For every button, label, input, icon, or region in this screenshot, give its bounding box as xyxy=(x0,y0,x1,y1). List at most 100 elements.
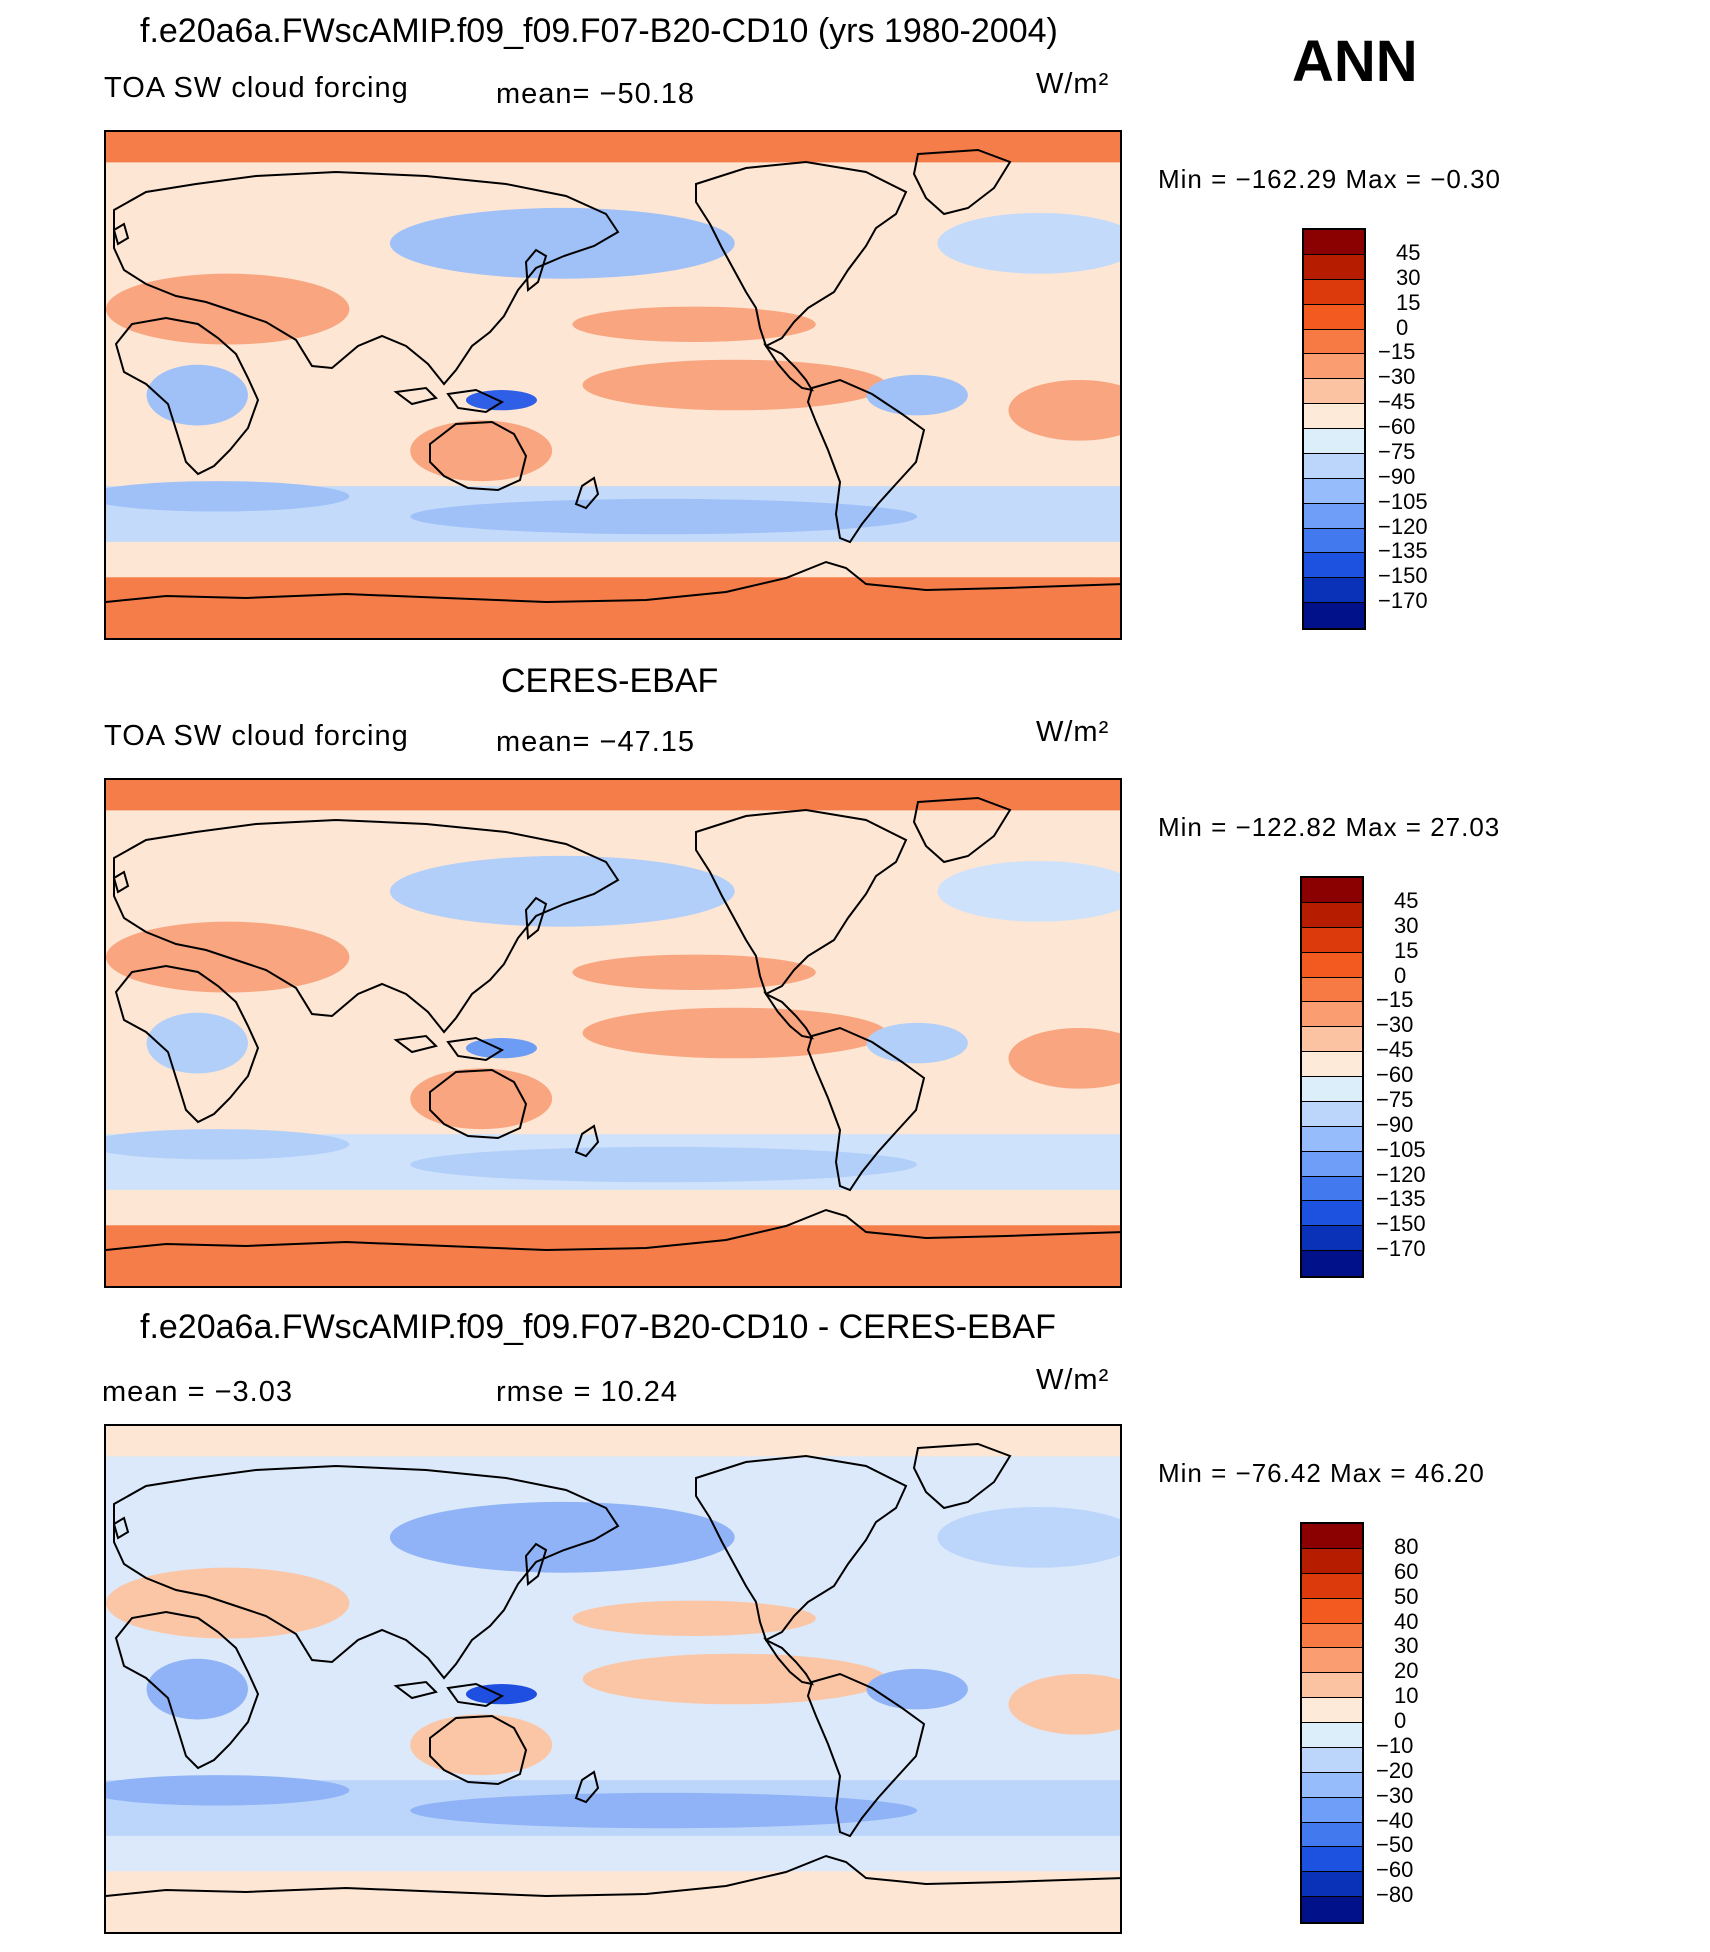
colorbar-tick-label: −10 xyxy=(1376,1732,1414,1758)
colorbar-tick-label: −80 xyxy=(1376,1882,1414,1908)
central-africa-convection xyxy=(146,364,248,426)
colorbar-swatch xyxy=(1302,1027,1362,1053)
colorbar-swatch xyxy=(1302,1002,1362,1028)
colorbar-swatch xyxy=(1302,927,1362,953)
colorbar-swatch xyxy=(1302,1598,1362,1624)
maritime-continent-convection xyxy=(465,1038,537,1059)
australia-region xyxy=(410,420,553,482)
coastline xyxy=(806,378,926,544)
panel-3-title: f.e20a6a.FWscAMIP.f09_f09.F07-B20-CD10 -… xyxy=(140,1308,1056,1346)
colorbar-swatch xyxy=(1302,1524,1362,1549)
panel-1-variable: TOA SW cloud forcing xyxy=(104,72,409,104)
colorbar-tick-label: −135 xyxy=(1378,538,1428,564)
panel-2-units: W/m² xyxy=(1036,716,1110,748)
panel-3-colorbar xyxy=(1300,1522,1364,1924)
colorbar-tick-label: −120 xyxy=(1378,513,1428,539)
colorbar-tick-label: −50 xyxy=(1376,1832,1414,1858)
panel-2-variable: TOA SW cloud forcing xyxy=(104,720,409,752)
southeast-pacific-stratocumulus xyxy=(582,1653,887,1705)
colorbar-tick-label: 60 xyxy=(1394,1558,1419,1584)
colorbar-swatch xyxy=(1304,503,1364,529)
maritime-continent-convection xyxy=(465,390,537,411)
colorbar-swatch xyxy=(1302,1747,1362,1773)
panel-2-map xyxy=(104,778,1122,1288)
coastline xyxy=(574,476,600,510)
arctic-band xyxy=(106,780,1120,811)
central-africa-convection xyxy=(146,1012,248,1074)
colorbar-tick-label: 30 xyxy=(1394,1633,1419,1659)
colorbar-tick-label: 40 xyxy=(1394,1608,1419,1634)
north-pacific-cloud-band xyxy=(389,207,735,279)
southeast-pacific-stratocumulus xyxy=(582,359,887,411)
colorbar-swatch xyxy=(1302,1101,1362,1127)
colorbar-tick-label: −60 xyxy=(1376,1062,1414,1087)
map-field xyxy=(106,1426,1120,1932)
colorbar-tick-label: −150 xyxy=(1376,1211,1426,1237)
panel-2-colorbar xyxy=(1300,876,1364,1278)
south-atlantic-subtropics xyxy=(1008,1673,1120,1735)
southern-cloud-band-west xyxy=(106,1129,350,1160)
coastline xyxy=(393,386,505,414)
colorbar-swatch xyxy=(1304,453,1364,479)
antarctic-band xyxy=(106,1871,1120,1932)
north-atlantic-cloud-band xyxy=(937,212,1120,274)
colorbar-swatch xyxy=(1304,230,1364,255)
colorbar-tick-label: −135 xyxy=(1376,1186,1426,1212)
coastline xyxy=(112,870,130,894)
colorbar-tick-label: −90 xyxy=(1376,1111,1414,1137)
coastline xyxy=(695,1454,908,1642)
coastline xyxy=(912,1442,1012,1510)
coastline xyxy=(806,1672,926,1838)
amazon-convection xyxy=(866,374,968,416)
colorbar-swatch xyxy=(1302,1077,1362,1102)
coastline xyxy=(429,1714,528,1786)
coastline xyxy=(524,896,548,940)
colorbar-swatch xyxy=(1302,1126,1362,1152)
south-atlantic-subtropics xyxy=(1008,379,1120,441)
colorbar-swatch xyxy=(1302,1648,1362,1674)
colorbar-tick-label: −30 xyxy=(1376,1782,1414,1808)
colorbar-swatch xyxy=(1302,878,1362,903)
panel-2-title: CERES-EBAF xyxy=(501,662,719,700)
panel-3-units: W/m² xyxy=(1036,1364,1110,1396)
colorbar-tick-label: −45 xyxy=(1378,389,1416,415)
colorbar-swatch xyxy=(1302,1251,1362,1276)
panel-3-rmse: rmse = 10.24 xyxy=(496,1376,679,1408)
panel-3-min-max: Min = −76.42 Max = 46.20 xyxy=(1158,1458,1485,1488)
map-field xyxy=(106,132,1120,638)
colorbar-tick-label: −60 xyxy=(1376,1857,1414,1883)
southeast-pacific-stratocumulus xyxy=(582,1007,887,1059)
panel-1-map xyxy=(104,130,1122,640)
panel-1-units: W/m² xyxy=(1036,68,1110,100)
australia-region xyxy=(410,1714,553,1776)
colorbar-tick-label: 45 xyxy=(1394,887,1419,913)
colorbar-tick-label: −170 xyxy=(1376,1236,1426,1262)
colorbar-swatch xyxy=(1302,902,1362,928)
north-pacific-subtropics xyxy=(572,306,816,342)
colorbar-tick-label: −30 xyxy=(1378,364,1416,390)
colorbar-swatch xyxy=(1304,254,1364,280)
season-label: ANN xyxy=(1292,29,1418,94)
north-pacific-cloud-band xyxy=(389,855,735,927)
colorbar-swatch xyxy=(1304,304,1364,330)
southern-cloud-band-west xyxy=(106,481,350,512)
colorbar-tick-label: 80 xyxy=(1394,1533,1419,1559)
colorbar-swatch xyxy=(1304,603,1364,628)
colorbar-tick-label: 0 xyxy=(1394,962,1407,988)
colorbar-tick-label: −75 xyxy=(1376,1086,1414,1112)
north-pacific-subtropics xyxy=(572,954,816,990)
colorbar-swatch xyxy=(1302,1548,1362,1574)
southern-cloud-band-west xyxy=(106,1775,350,1806)
antarctic-band xyxy=(106,1225,1120,1286)
north-atlantic-cloud-band xyxy=(937,1506,1120,1568)
central-africa-convection xyxy=(146,1658,248,1720)
colorbar-swatch xyxy=(1304,329,1364,355)
colorbar-tick-label: −15 xyxy=(1378,339,1416,365)
coastline xyxy=(114,316,260,476)
colorbar-tick-label: −15 xyxy=(1376,987,1414,1013)
north-atlantic-cloud-band xyxy=(937,860,1120,922)
coastline xyxy=(114,964,260,1124)
coastline xyxy=(574,1124,600,1158)
colorbar-swatch xyxy=(1304,578,1364,604)
panel-1-colorbar xyxy=(1302,228,1366,630)
